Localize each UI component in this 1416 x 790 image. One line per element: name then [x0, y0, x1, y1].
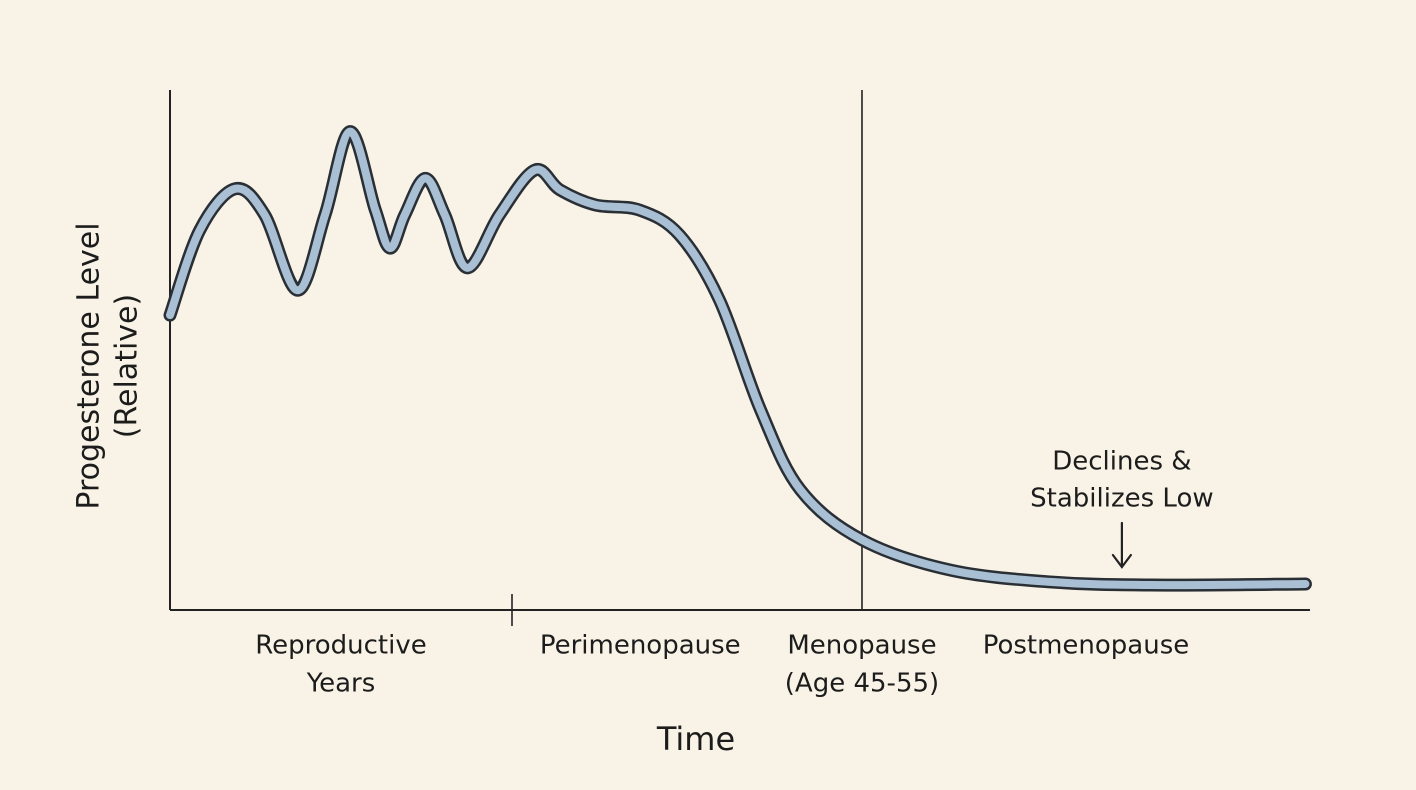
line	[166, 127, 1310, 590]
phase-label: (Age 45-55)	[785, 669, 939, 699]
phase-label: Reproductive	[255, 631, 427, 661]
x-axis-title: Time	[656, 720, 735, 758]
phase-label: Years	[306, 669, 376, 699]
annotation: Declines &	[1052, 447, 1191, 477]
y-axis-title: Progesterone Level (Relative)	[72, 222, 145, 509]
annotation-arrow	[1111, 521, 1132, 569]
annotation: Stabilizes Low	[1030, 484, 1213, 514]
phase-label: Postmenopause	[983, 631, 1190, 661]
y-axis-title-line: Progesterone Level	[72, 222, 107, 509]
phase-label: Menopause	[787, 631, 936, 661]
y-axis-title-line: (Relative)	[110, 294, 145, 438]
phase-label: Perimenopause	[540, 631, 741, 661]
